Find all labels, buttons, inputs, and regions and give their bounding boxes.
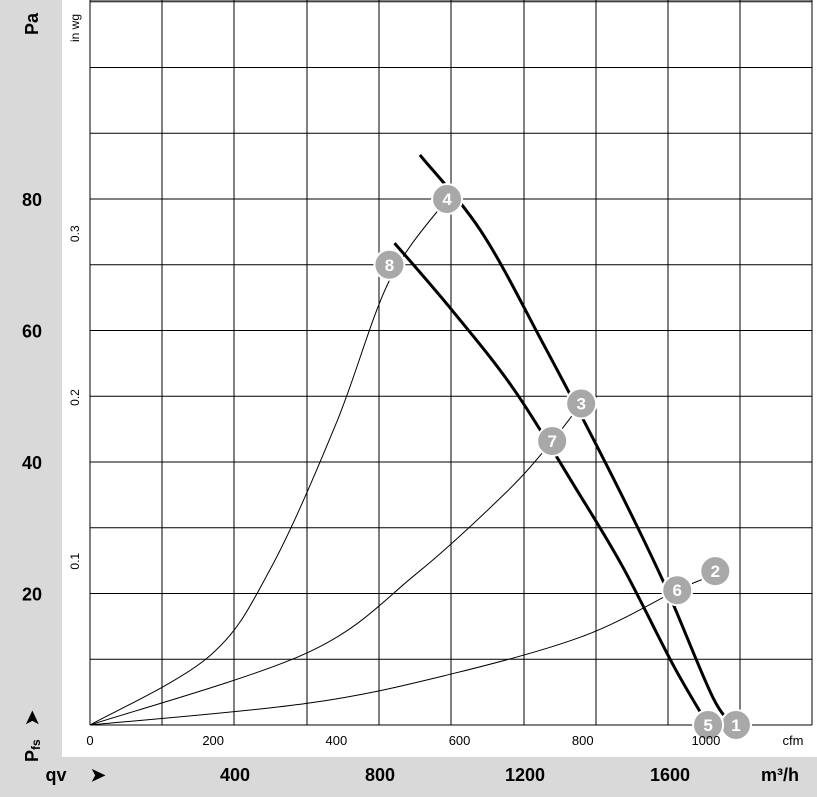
- marker-3-circle: [565, 387, 598, 420]
- marker-7-circle: [536, 424, 569, 457]
- qv-label: qv: [45, 765, 66, 785]
- curve-5: [89, 570, 716, 726]
- pa-tick-40: 40: [22, 453, 42, 473]
- marker-6-label: 6: [673, 581, 682, 600]
- pfs-main: P: [22, 750, 42, 762]
- marker-1-label: 1: [731, 716, 740, 735]
- pa-tick-20: 20: [22, 585, 42, 605]
- pa-tick-80: 80: [22, 190, 42, 210]
- cfm-tick-400: 400: [326, 733, 348, 748]
- qv-tick-400: 400: [220, 765, 250, 785]
- inwg-tick-1: 0.2: [68, 389, 82, 406]
- marker-7-label: 7: [547, 432, 556, 451]
- cfm-tick-0: 0: [86, 733, 93, 748]
- pfs-sub: fs: [29, 739, 43, 750]
- cfm-unit-label: cfm: [783, 733, 804, 748]
- cfm-tick-800: 800: [572, 733, 594, 748]
- curves: [89, 153, 738, 727]
- bottom-axis-strip: [0, 757, 817, 797]
- curve-2: [393, 242, 710, 726]
- inner-axis-ticks: 0.1 0.2 0.3: [68, 225, 82, 570]
- pfs-arrow: ➤: [22, 710, 42, 726]
- left-axis-ticks: 20 40 60 80: [22, 190, 42, 605]
- marker-5-circle: [692, 709, 725, 741]
- qv-tick-1600: 1600: [650, 765, 690, 785]
- marker-2-circle: [699, 555, 732, 588]
- marker-8-circle: [373, 248, 406, 281]
- qv-tick-1200: 1200: [505, 765, 545, 785]
- qv-arrow: ➤: [90, 765, 106, 785]
- qv-tick-800: 800: [365, 765, 395, 785]
- marker-2-label: 2: [711, 562, 720, 581]
- marker-5-label: 5: [703, 716, 712, 735]
- marker-4-circle: [431, 183, 464, 215]
- cfm-tick-1000: 1000: [691, 733, 720, 748]
- marker-4-label: 4: [442, 190, 452, 209]
- bottom-axis-ticks: 400 800 1200 1600: [220, 765, 690, 785]
- curve-1: [418, 153, 738, 727]
- pa-tick-60: 60: [22, 322, 42, 342]
- inwg-tick-2: 0.3: [68, 225, 82, 242]
- marker-3-label: 3: [576, 394, 585, 413]
- m3h-unit-label: m³/h: [761, 765, 799, 785]
- grid: [89, 0, 813, 726]
- inwg-unit-label: in wg: [68, 14, 82, 42]
- left-axis-strip: [0, 0, 62, 797]
- pfs-label: Pfs: [22, 739, 43, 762]
- marker-6-circle: [661, 574, 694, 607]
- pa-unit-label: Pa: [22, 12, 42, 35]
- inwg-tick-0: 0.1: [68, 553, 82, 570]
- marker-8-label: 8: [385, 256, 394, 275]
- cfm-tick-200: 200: [202, 733, 224, 748]
- markers: 1 2 3 4 5 6 7 8: [373, 183, 752, 741]
- cfm-tick-600: 600: [449, 733, 471, 748]
- curve-4: [89, 403, 582, 726]
- cfm-axis-ticks: 0 200 400 600 800 1000: [86, 733, 720, 748]
